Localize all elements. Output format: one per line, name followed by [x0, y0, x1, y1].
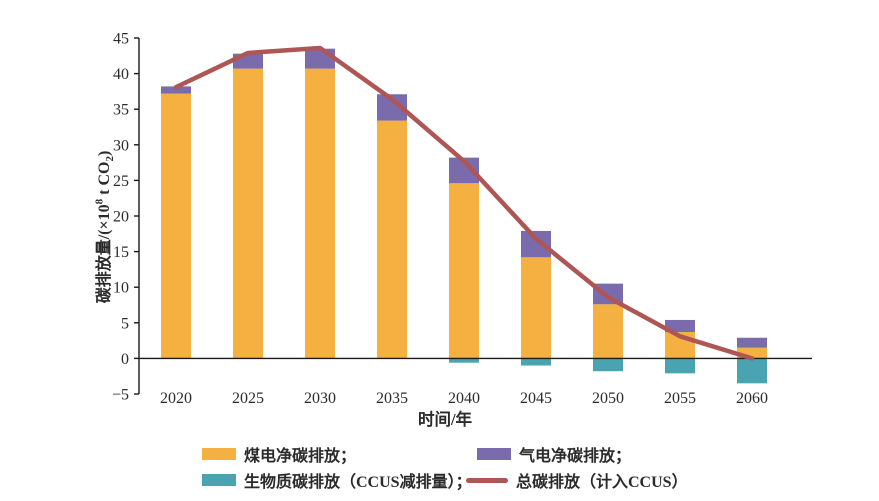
- y-tick-label: 45: [113, 31, 129, 48]
- bar-coal-2030: [305, 68, 335, 359]
- biomass-swatch-icon: [202, 474, 236, 486]
- legend-item-gas: 气电净碳排放；: [477, 444, 632, 465]
- y-tick-label: 40: [113, 66, 129, 83]
- bar-gas-2060: [737, 337, 767, 348]
- legend-item-coal: 煤电净碳排放；: [202, 444, 357, 465]
- bar-coal-2040: [449, 183, 479, 359]
- bar-coal-2045: [521, 257, 551, 359]
- x-tick-label-2045: 2045: [520, 390, 552, 407]
- bar-coal-2050: [593, 304, 623, 359]
- bar-coal-2060: [737, 347, 767, 359]
- x-axis-title: 时间/年: [418, 409, 473, 429]
- bar-gas-2020: [161, 86, 191, 94]
- bar-biomass-2045: [521, 358, 551, 366]
- y-tick-label: 15: [113, 244, 129, 261]
- x-tick-label-2060: 2060: [736, 390, 768, 407]
- x-tick-label-2040: 2040: [448, 390, 480, 407]
- legend-label-biomass: 生物质碳排放（CCUS减排量）；: [244, 474, 472, 491]
- x-tick-label-2030: 2030: [304, 390, 336, 407]
- legend-label-total: 总碳排放（计入CCUS）: [516, 474, 688, 491]
- y-tick-label: −5: [112, 387, 129, 404]
- y-tick-label: 0: [121, 351, 129, 368]
- y-axis-title: 碳排放量/(×108 t CO2): [90, 150, 117, 304]
- total-emissions-line: [173, 45, 755, 361]
- x-tick-label-2055: 2055: [664, 390, 696, 407]
- legend-label-gas: 气电净碳排放；: [519, 448, 632, 465]
- x-tick-label-2050: 2050: [592, 390, 624, 407]
- coal-swatch-icon: [202, 448, 236, 460]
- y-axis-title-close: ): [95, 150, 113, 157]
- bar-gas-2045: [521, 230, 551, 258]
- bar-biomass-2055: [665, 358, 695, 374]
- bar-biomass-2040: [449, 358, 479, 363]
- x-tick-label-2025: 2025: [232, 390, 264, 407]
- legend-label-coal: 煤电净碳排放；: [244, 448, 357, 465]
- total-line-swatch-icon: [466, 477, 508, 483]
- gas-swatch-icon: [477, 448, 511, 460]
- x-tick-label-2020: 2020: [160, 390, 192, 407]
- bar-coal-2020: [161, 93, 191, 359]
- y-tick-label: 30: [113, 137, 129, 154]
- legend-item-biomass: 生物质碳排放（CCUS减排量）；: [202, 470, 472, 491]
- bar-gas-2055: [665, 319, 695, 333]
- bar-coal-2025: [233, 68, 263, 359]
- y-axis-title-text: 碳排放量/(×10: [95, 204, 113, 304]
- y-tick-label: 25: [113, 173, 129, 190]
- y-axis-title-subscript: 2: [104, 156, 117, 162]
- y-tick-label: 10: [113, 280, 129, 297]
- x-tick-label-2035: 2035: [376, 390, 408, 407]
- bar-biomass-2050: [593, 358, 623, 372]
- legend-item-total: 总碳排放（计入CCUS）: [466, 470, 688, 491]
- y-axis-title-superscript: 8: [93, 198, 106, 205]
- bar-biomass-2060: [737, 358, 767, 384]
- y-tick-label: 20: [113, 209, 129, 226]
- bar-coal-2035: [377, 120, 407, 359]
- y-tick-label: 5: [121, 315, 129, 332]
- y-tick-label: 35: [113, 102, 129, 119]
- bar-gas-2030: [305, 48, 335, 69]
- y-axis-title-unit: t CO: [95, 161, 113, 199]
